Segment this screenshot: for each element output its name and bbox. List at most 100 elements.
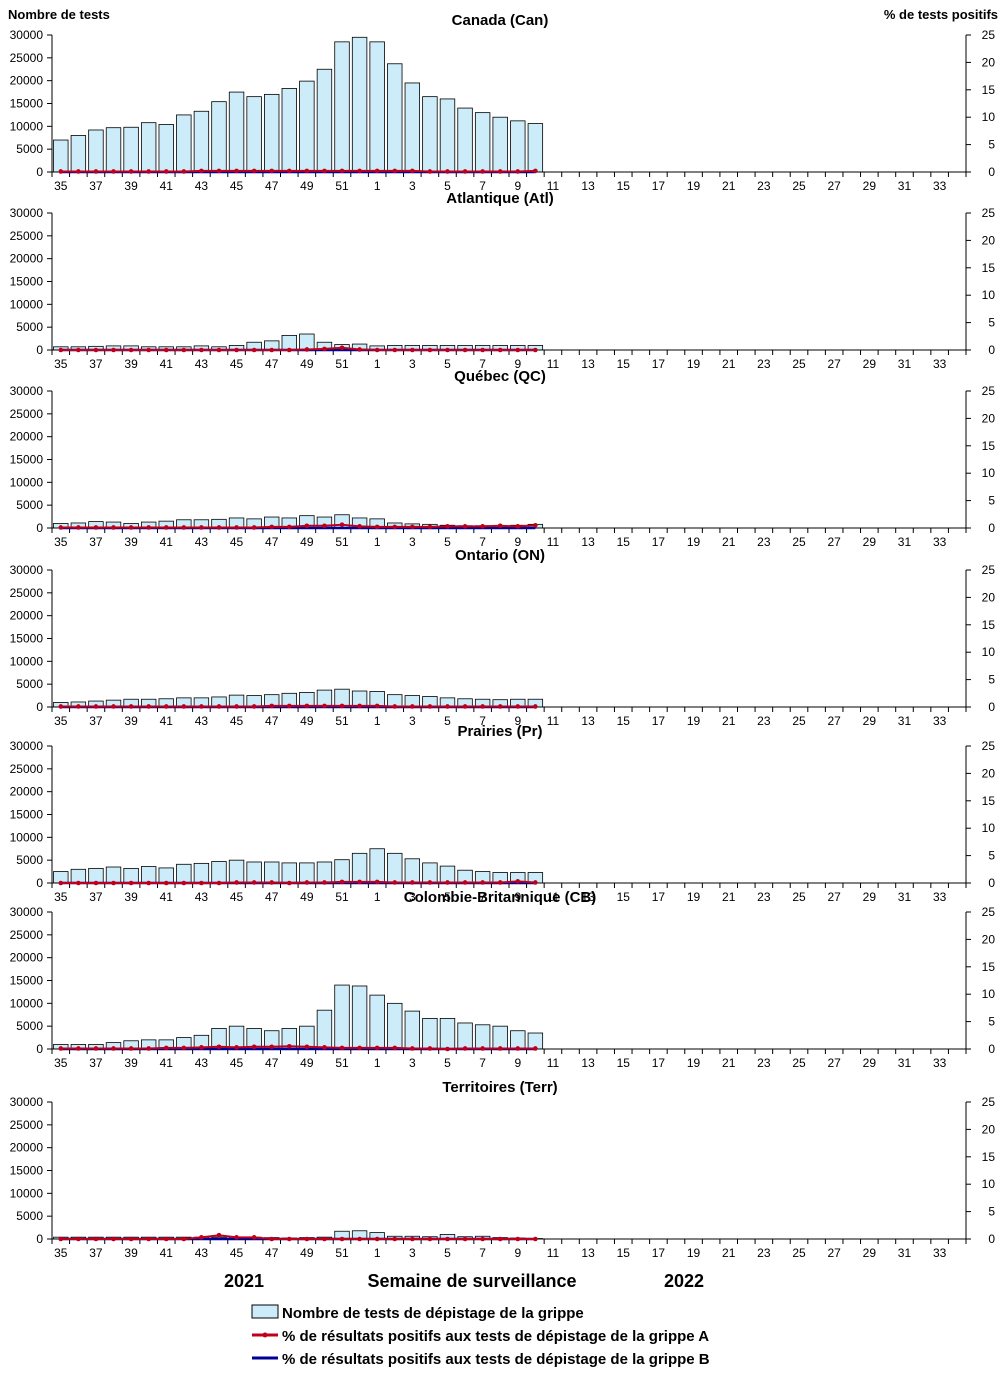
left-tick-label: 20000 [10,430,44,444]
legend-swatch-tests [251,1304,279,1319]
flu-a-point [322,703,327,709]
flu-a-point [480,524,485,529]
bar [246,96,262,173]
flu-a-point [251,880,257,885]
x-tick-label: 9 [514,179,521,193]
bar [299,80,315,173]
flu-a-line [60,1234,536,1240]
left-tick-label: 15000 [10,453,44,467]
flu-a-point [515,1046,521,1051]
x-tick-label: 41 [160,1056,174,1070]
flu-a-point [234,168,239,174]
flu-a-point [181,704,187,709]
flu-a-point [251,525,257,530]
flu-a-point [304,703,310,709]
x-tick-label: 33 [933,714,947,728]
flu-a-point [234,1235,239,1240]
left-tick-label: 25000 [10,229,44,243]
flu-a-point [146,347,151,353]
flu-a-point [93,1046,99,1051]
bar [422,1018,438,1050]
x-tick-label: 39 [124,357,138,371]
x-tick-label: 31 [898,535,912,549]
x-tick-label: 7 [479,890,486,904]
x-tick-label: 49 [300,714,314,728]
flu-a-point [128,347,134,353]
panel-title: Prairies (Pr) [457,723,542,740]
flu-a-point [286,880,292,886]
bar [492,116,508,173]
x-tick-label: 35 [54,714,68,728]
x-tick-label: 23 [757,1246,771,1260]
flu-a-point [374,703,380,709]
flu-a-point [58,880,64,886]
left-tick-label: 25000 [10,51,44,65]
flu-a-point [128,1046,134,1051]
flu-a-point [199,704,204,709]
bar [211,101,227,173]
right-tick-label: 25 [982,206,996,220]
flu-a-point [462,1046,468,1051]
x-tick-label: 13 [581,179,595,193]
left-tick-label: 20000 [10,951,44,965]
x-tick-label: 13 [581,1056,595,1070]
flu-a-point [163,169,169,174]
x-tick-label: 51 [335,1246,349,1260]
flu-a-point [181,169,187,174]
flu-a-point [251,1235,257,1240]
bar [369,41,385,173]
x-tick-label: 31 [898,1246,912,1260]
x-tick-label: 33 [933,890,947,904]
flu-a-point [339,703,345,709]
x-tick-label: 7 [479,535,486,549]
legend-label-tests: Nombre de tests de dépistage de la gripp… [282,1305,584,1322]
flu-a-point [533,168,538,174]
x-tick-label: 33 [933,1246,947,1260]
left-tick-label: 0 [36,700,43,714]
left-axis-title: Nombre de tests [8,7,110,22]
flu-a-point [58,347,64,353]
flu-a-point [392,1236,398,1242]
flu-a-point [234,704,239,709]
x-tick-label: 45 [230,714,244,728]
flu-a-point [234,347,239,353]
x-tick-label: 35 [54,890,68,904]
x-tick-label: 9 [514,535,521,549]
x-tick-label: 45 [230,1246,244,1260]
bar [369,848,385,884]
x-tick-label: 43 [195,535,209,549]
x-tick-label: 15 [617,1246,631,1260]
x-tick-label: 1 [374,535,381,549]
panel-title: Ontario (ON) [455,547,545,564]
bar [246,861,262,884]
flu-a-point [322,346,327,352]
left-tick-label: 30000 [10,206,44,220]
x-tick-label: 29 [863,179,877,193]
x-tick-label: 29 [863,535,877,549]
flu-a-point [93,525,99,530]
flu-a-point [286,1236,292,1242]
x-tick-label: 43 [195,1246,209,1260]
x-tick-label: 11 [547,535,560,549]
flu-a-point [392,1045,398,1051]
legend-label-flu-a: % de résultats positifs aux tests de dép… [282,1328,709,1345]
flu-a-line [60,1045,536,1051]
bar [439,1018,456,1050]
left-tick-label: 0 [36,1042,43,1056]
flu-a-point [163,525,169,530]
right-tick-label: 25 [982,739,996,753]
bar [316,861,333,884]
right-tick-label: 15 [982,261,996,275]
x-tick-label: 5 [444,535,451,549]
right-tick-label: 20 [982,766,996,780]
left-tick-label: 0 [36,165,43,179]
flu-a-point [374,524,380,530]
right-axis-title: % de tests positifs [884,7,998,22]
right-tick-label: 25 [982,563,996,577]
flu-a-point [374,1045,380,1051]
flu-a-point [515,524,521,529]
flu-a-point [304,880,310,885]
flu-a-point [374,168,380,174]
flu-a-point [462,1236,468,1242]
x-tick-label: 43 [195,357,209,371]
